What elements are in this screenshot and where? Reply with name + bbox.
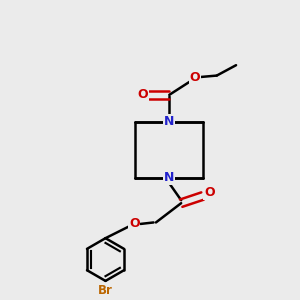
Text: Br: Br: [98, 284, 113, 297]
Text: O: O: [190, 71, 200, 84]
Text: O: O: [204, 186, 215, 199]
Text: O: O: [129, 218, 140, 230]
Text: N: N: [164, 115, 175, 128]
Text: N: N: [164, 171, 175, 184]
Text: O: O: [137, 88, 148, 101]
